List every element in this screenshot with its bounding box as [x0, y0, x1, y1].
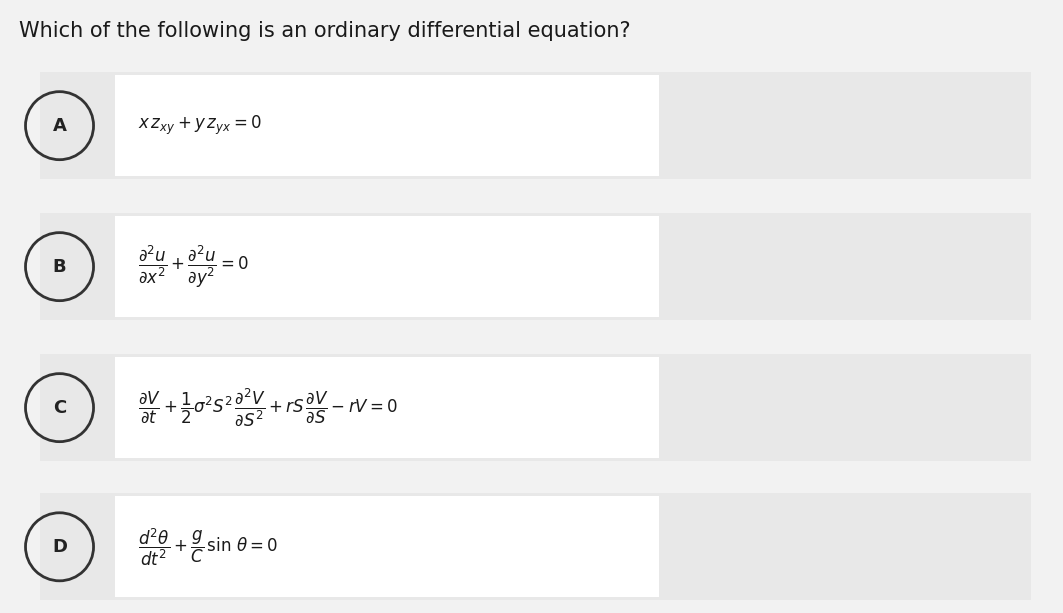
FancyBboxPatch shape [40, 493, 1031, 601]
FancyBboxPatch shape [115, 357, 659, 459]
FancyBboxPatch shape [40, 213, 1031, 320]
Text: Which of the following is an ordinary differential equation?: Which of the following is an ordinary di… [19, 21, 630, 42]
FancyBboxPatch shape [115, 75, 659, 177]
Text: A: A [52, 116, 67, 135]
Text: $\dfrac{\partial V}{\partial t} + \dfrac{1}{2}\sigma^2 S^2\,\dfrac{\partial^2 V}: $\dfrac{\partial V}{\partial t} + \dfrac… [138, 387, 399, 428]
Text: B: B [53, 257, 66, 276]
Text: D: D [52, 538, 67, 556]
FancyBboxPatch shape [115, 216, 659, 318]
FancyBboxPatch shape [115, 497, 659, 597]
Text: C: C [53, 398, 66, 417]
Text: $\dfrac{d^2\theta}{dt^2} + \dfrac{g}{C}\,\sin\,\theta = 0$: $\dfrac{d^2\theta}{dt^2} + \dfrac{g}{C}\… [138, 526, 279, 568]
FancyBboxPatch shape [40, 72, 1031, 179]
Text: $\dfrac{\partial^2 u}{\partial x^2} + \dfrac{\partial^2 u}{\partial y^2} = 0$: $\dfrac{\partial^2 u}{\partial x^2} + \d… [138, 243, 249, 290]
Text: $x\,z_{xy} + y\,z_{yx} = 0$: $x\,z_{xy} + y\,z_{yx} = 0$ [138, 114, 261, 137]
FancyBboxPatch shape [40, 354, 1031, 461]
